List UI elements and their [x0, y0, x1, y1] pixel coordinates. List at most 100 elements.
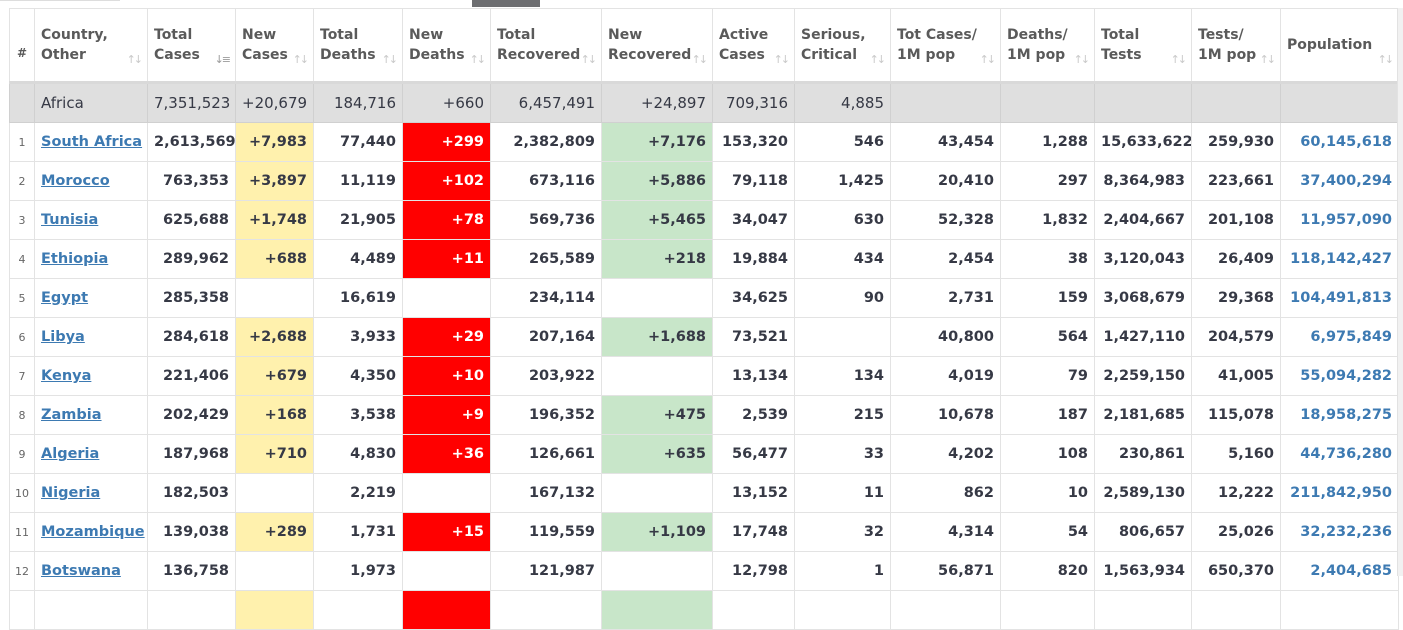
deaths-per-million-cell: 79 [1000, 356, 1095, 396]
sort-arrows-icon[interactable]: ↑↓ [691, 53, 709, 66]
header-tests-per-million[interactable]: Tests/ 1M pop ↑↓ [1191, 8, 1281, 84]
total-recovered-cell: 207,164 [490, 317, 602, 357]
sort-arrows-icon[interactable]: ↑↓ [869, 53, 887, 66]
header-total-cases[interactable]: Total Cases ↓≡ [147, 8, 236, 84]
scrollbar[interactable] [1397, 8, 1403, 576]
header-serious-critical[interactable]: Serious, Critical ↑↓ [794, 8, 891, 84]
country-link[interactable]: Botswana [41, 563, 121, 579]
header-cases-per-million[interactable]: Tot Cases/ 1M pop ↑↓ [890, 8, 1001, 84]
header-total-tests[interactable]: Total Tests ↑↓ [1094, 8, 1192, 84]
sort-arrows-icon[interactable]: ↑↓ [979, 53, 997, 66]
new-recovered-cell: +635 [601, 434, 713, 474]
population-cell [1280, 590, 1399, 630]
header-new-recovered[interactable]: New Recovered ↑↓ [601, 8, 713, 84]
country-link[interactable]: Egypt [41, 290, 89, 306]
total-cases-cell: 182,503 [147, 473, 236, 513]
tests-per-million-cell: 41,005 [1191, 356, 1281, 396]
rank-cell: 11 [9, 512, 35, 552]
tests-per-million-cell: 26,409 [1191, 239, 1281, 279]
new-recovered-cell [601, 356, 713, 396]
header-total-cases-label: Total Cases [154, 27, 200, 63]
active-cases-cell: 79,118 [712, 161, 795, 201]
country-link[interactable]: Morocco [41, 173, 110, 189]
sort-arrows-icon[interactable]: ↑↓ [469, 53, 487, 66]
population-cell: 18,958,275 [1280, 395, 1399, 435]
country-link[interactable]: Kenya [41, 368, 92, 384]
sort-arrows-icon[interactable]: ↑↓ [773, 53, 791, 66]
tests-per-million-cell: 29,368 [1191, 278, 1281, 318]
country-link[interactable]: Mozambique [41, 524, 145, 540]
header-total-deaths-label: Total Deaths [320, 27, 376, 63]
country-link[interactable]: Tunisia [41, 212, 99, 228]
total-tests-cell: 2,181,685 [1094, 395, 1192, 435]
active-cases-cell: 13,152 [712, 473, 795, 513]
rank-cell: 8 [9, 395, 35, 435]
active-tab-indicator[interactable] [472, 0, 540, 7]
sort-arrows-icon[interactable]: ↑↓ [126, 53, 144, 66]
total-tests-cell: 8,364,983 [1094, 161, 1192, 201]
deaths-per-million-cell: 38 [1000, 239, 1095, 279]
tests-per-million-cell: 115,078 [1191, 395, 1281, 435]
total-cases-cell: 221,406 [147, 356, 236, 396]
sort-arrows-icon[interactable]: ↑↓ [1170, 53, 1188, 66]
tests-per-million-cell: 650,370 [1191, 551, 1281, 591]
total-cases-cell: 187,968 [147, 434, 236, 474]
continent-active-cases: 709,316 [712, 82, 795, 123]
sort-arrows-icon[interactable]: ↑↓ [381, 53, 399, 66]
new-recovered-cell: +218 [601, 239, 713, 279]
header-total-recovered[interactable]: Total Recovered ↑↓ [490, 8, 602, 84]
serious-critical-cell: 215 [794, 395, 891, 435]
header-new-recovered-label: New Recovered [608, 27, 692, 63]
total-recovered-cell: 265,589 [490, 239, 602, 279]
continent-total-cases: 7,351,523 [147, 82, 236, 123]
sort-arrows-icon[interactable]: ↑↓ [292, 53, 310, 66]
header-new-deaths[interactable]: New Deaths ↑↓ [402, 8, 491, 84]
header-deaths-per-million[interactable]: Deaths/ 1M pop ↑↓ [1000, 8, 1095, 84]
serious-critical-cell: 134 [794, 356, 891, 396]
rank-cell: 12 [9, 551, 35, 591]
deaths-per-million-cell: 1,288 [1000, 122, 1095, 162]
total-cases-cell: 202,429 [147, 395, 236, 435]
header-population[interactable]: Population ↑↓ [1280, 8, 1399, 84]
cases-per-million-cell: 4,202 [890, 434, 1001, 474]
new-cases-cell: +710 [235, 434, 314, 474]
header-total-deaths[interactable]: Total Deaths ↑↓ [313, 8, 403, 84]
country-link[interactable]: Algeria [41, 446, 100, 462]
new-deaths-cell: +299 [402, 122, 491, 162]
header-active-cases[interactable]: Active Cases ↑↓ [712, 8, 795, 84]
total-tests-cell: 15,633,622 [1094, 122, 1192, 162]
header-new-cases[interactable]: New Cases ↑↓ [235, 8, 314, 84]
header-total-tests-label: Total Tests [1101, 27, 1142, 63]
country-cell: Morocco [34, 161, 148, 201]
country-link[interactable]: Nigeria [41, 485, 101, 501]
population-cell: 104,491,813 [1280, 278, 1399, 318]
table-header: # Country, Other ↑↓ Total Cases ↓≡ New Cas… [9, 8, 1399, 84]
sort-arrows-icon[interactable]: ↑↓ [1073, 53, 1091, 66]
country-link[interactable]: South Africa [41, 134, 143, 150]
header-country[interactable]: Country, Other ↑↓ [34, 8, 148, 84]
total-cases-cell: 763,353 [147, 161, 236, 201]
continent-name: Africa [34, 82, 148, 123]
tests-per-million-cell: 5,160 [1191, 434, 1281, 474]
total-recovered-cell: 2,382,809 [490, 122, 602, 162]
total-tests-cell: 3,120,043 [1094, 239, 1192, 279]
sort-arrows-icon[interactable]: ↑↓ [1259, 53, 1277, 66]
active-cases-cell: 34,047 [712, 200, 795, 240]
new-recovered-cell [601, 590, 713, 630]
deaths-per-million-cell [1000, 590, 1095, 630]
country-link[interactable]: Ethiopia [41, 251, 109, 267]
total-tests-cell: 3,068,679 [1094, 278, 1192, 318]
sort-arrows-icon[interactable]: ↑↓ [580, 53, 598, 66]
cases-per-million-cell: 20,410 [890, 161, 1001, 201]
total-deaths-cell: 4,489 [313, 239, 403, 279]
serious-critical-cell [794, 590, 891, 630]
deaths-per-million-cell: 1,832 [1000, 200, 1095, 240]
sort-arrows-icon[interactable]: ↑↓ [1377, 53, 1395, 66]
country-link[interactable]: Libya [41, 329, 85, 345]
new-cases-cell [235, 278, 314, 318]
rank-cell: 2 [9, 161, 35, 201]
country-link[interactable]: Zambia [41, 407, 102, 423]
cases-per-million-cell: 52,328 [890, 200, 1001, 240]
sort-descending-icon[interactable]: ↓≡ [214, 53, 232, 66]
cases-per-million-cell: 56,871 [890, 551, 1001, 591]
